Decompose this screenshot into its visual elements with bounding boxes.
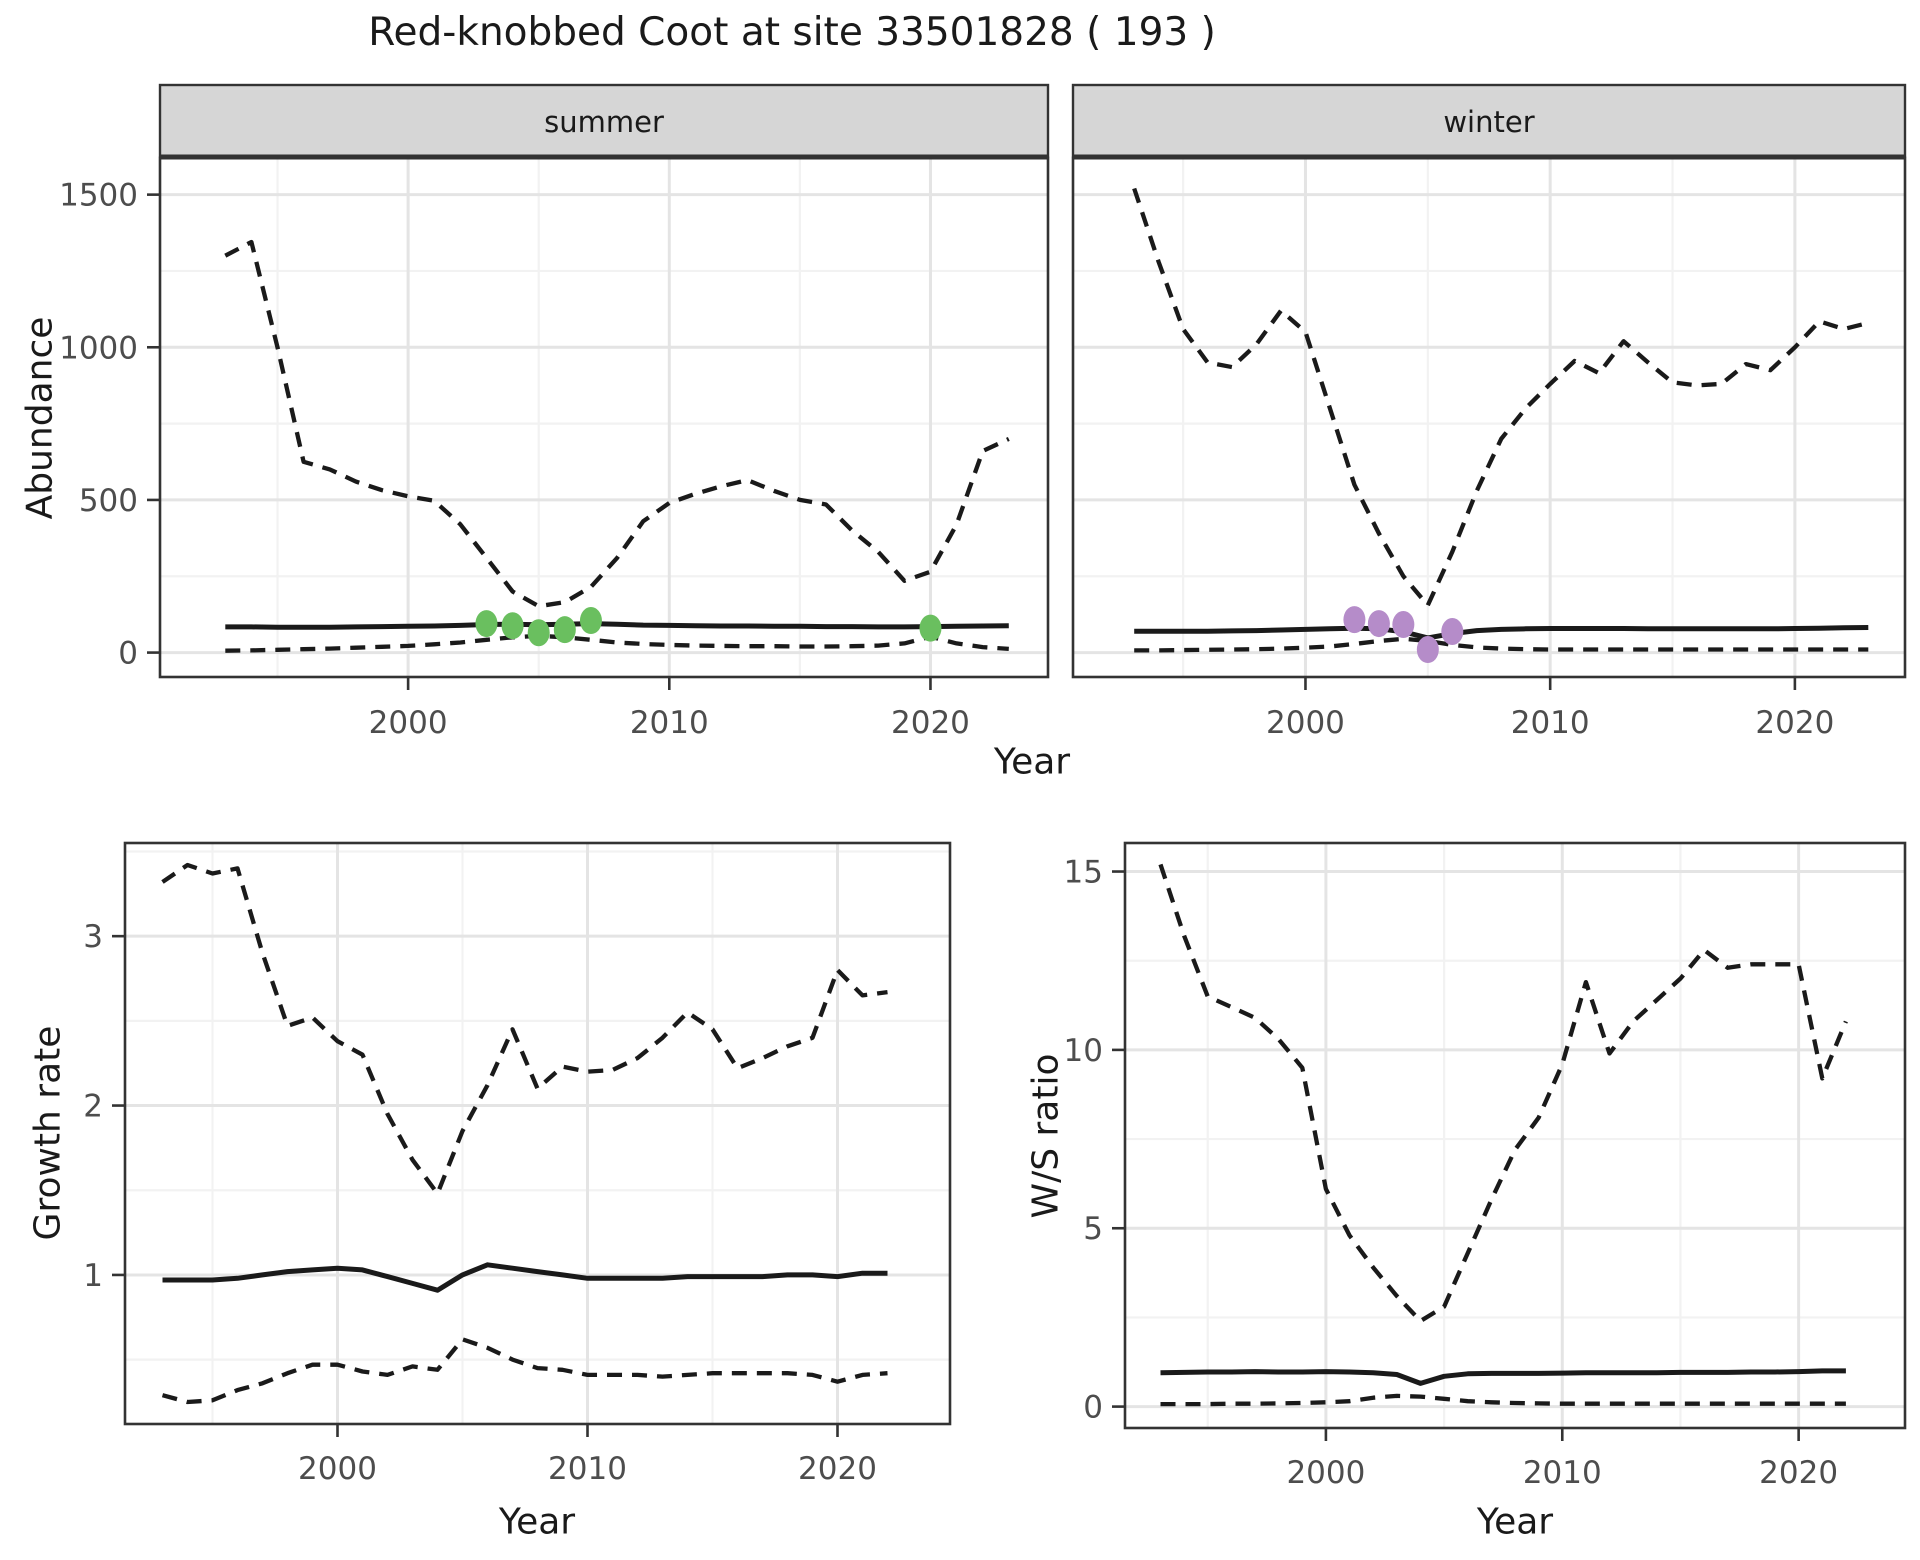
x-axis-tick-label: 2010	[630, 705, 709, 741]
x-axis-tick-label: 2020	[1759, 1455, 1838, 1491]
panel-border	[1123, 841, 1907, 1430]
x-axis-title-year-bottom-left: Year	[498, 1501, 576, 1543]
data-point-summer	[919, 614, 942, 642]
facet-strip	[1071, 83, 1907, 158]
x-axis-tick-label: 2020	[1755, 705, 1834, 741]
x-axis-title-year-bottom-right: Year	[1476, 1501, 1554, 1543]
y-axis-tick-label: 0	[118, 636, 138, 672]
series-upper-95ci-summer	[224, 239, 1010, 609]
x-axis-tick-label: 2000	[1266, 705, 1345, 741]
data-point-summer	[527, 619, 550, 647]
x-axis-tick-label: 2010	[548, 1451, 627, 1487]
y-axis-title-ws-ratio: W/S ratio	[1025, 1053, 1067, 1219]
x-axis-tick-label: 2020	[891, 705, 970, 741]
x-axis-tick-label: 2020	[798, 1451, 877, 1487]
facet-strip-label-winter: winter	[1443, 104, 1535, 139]
data-point-winter	[1343, 606, 1366, 634]
x-axis-tick-label: 2010	[1523, 1455, 1602, 1491]
series-lower-95ci-summer	[225, 633, 1009, 653]
facet-strip-label-summer: summer	[544, 104, 664, 139]
y-axis-tick-label: 0	[1083, 1390, 1103, 1426]
series-upper-95ci-growth	[161, 862, 888, 1196]
y-axis-title-abundance: Abundance	[19, 316, 61, 520]
y-axis-tick-label: 5	[1083, 1211, 1103, 1247]
panel-background	[160, 158, 1048, 677]
y-axis-title-growth-rate: Growth rate	[27, 1025, 69, 1241]
y-axis-tick-label: 15	[1064, 855, 1103, 891]
panel-background	[1125, 843, 1905, 1428]
y-axis-tick-label: 1500	[59, 178, 138, 214]
facet-strip	[158, 83, 1050, 158]
series-upper-95ci-winter	[1132, 187, 1869, 608]
series-median-summer	[225, 621, 1009, 630]
x-axis-tick-label: 2010	[1511, 705, 1590, 741]
y-axis-tick-label: 1	[83, 1258, 103, 1294]
data-point-winter	[1367, 610, 1390, 638]
y-axis-tick-label: 10	[1064, 1033, 1103, 1069]
panel-background	[125, 843, 950, 1424]
y-axis-tick-label: 1000	[59, 330, 138, 366]
series-upper-95ci-ws	[1158, 863, 1848, 1324]
x-axis-tick-label: 2000	[1286, 1455, 1365, 1491]
data-point-summer	[553, 616, 576, 644]
data-point-summer	[501, 612, 524, 640]
series-median-growth	[162, 1262, 888, 1293]
panel-border	[123, 841, 952, 1426]
y-axis-tick-label: 2	[83, 1089, 103, 1125]
data-point-winter	[1441, 618, 1464, 646]
panel-background	[1073, 158, 1905, 677]
data-point-summer	[579, 607, 602, 635]
data-point-summer	[475, 610, 498, 638]
y-axis-tick-label: 3	[83, 919, 103, 955]
series-median-winter	[1134, 625, 1869, 641]
y-axis-tick-label: 500	[79, 483, 138, 519]
series-lower-95ci-growth	[161, 1337, 888, 1405]
data-point-winter	[1416, 636, 1439, 664]
x-axis-tick-label: 2000	[298, 1451, 377, 1487]
page-title: Red-knobbed Coot at site 33501828 ( 193 …	[368, 10, 1216, 55]
x-axis-tick-label: 2000	[369, 705, 448, 741]
series-lower-95ci-ws	[1160, 1393, 1846, 1407]
series-lower-95ci-winter	[1134, 636, 1869, 653]
x-axis-title-year-top: Year	[993, 741, 1071, 783]
data-point-winter	[1392, 610, 1415, 638]
series-median-ws	[1160, 1368, 1846, 1386]
